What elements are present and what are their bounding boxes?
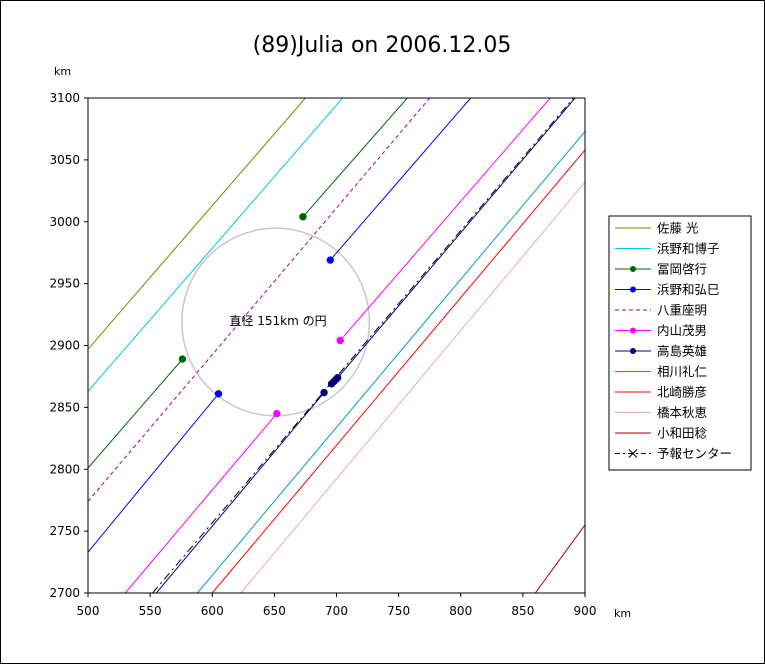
series-line-1 bbox=[88, 98, 344, 392]
legend-marker bbox=[630, 266, 636, 272]
y-tick-label: 2700 bbox=[49, 586, 80, 600]
y-tick-label: 3050 bbox=[49, 153, 80, 167]
chart-title: (89)Julia on 2006.12.05 bbox=[253, 33, 512, 58]
y-tick-label: 2800 bbox=[49, 462, 80, 476]
legend-label: 八重座明 bbox=[657, 303, 707, 318]
series-line-11 bbox=[152, 98, 575, 593]
series-point-2 bbox=[299, 213, 307, 221]
series-line-2 bbox=[302, 98, 408, 218]
series-line-4 bbox=[88, 98, 431, 502]
series-line-2 bbox=[88, 358, 183, 469]
circle-label: 直径 151km の円 bbox=[229, 314, 326, 328]
legend-marker bbox=[628, 449, 638, 458]
y-axis-unit: km bbox=[54, 65, 71, 78]
legend-label: 佐藤 光 bbox=[657, 221, 698, 236]
x-axis-unit: km bbox=[614, 607, 631, 620]
series-point-2 bbox=[178, 355, 187, 363]
x-tick-label: 800 bbox=[449, 604, 472, 618]
series-line-6 bbox=[155, 392, 325, 593]
y-tick-label: 2750 bbox=[49, 524, 80, 538]
legend-label: 内山茂男 bbox=[657, 323, 707, 338]
legend-label: 予報センター bbox=[657, 446, 732, 461]
y-tick-label: 3100 bbox=[49, 91, 80, 105]
series-line-8 bbox=[211, 149, 585, 593]
series-line-3 bbox=[88, 393, 219, 553]
x-tick-label: 600 bbox=[201, 604, 224, 618]
x-tick-label: 650 bbox=[263, 604, 286, 618]
legend-label: 浜野和弘巳 bbox=[657, 282, 720, 297]
legend-label: 橋本秋恵 bbox=[657, 405, 707, 420]
legend-label: 高島英雄 bbox=[657, 344, 707, 359]
legend-label: 相川礼仁 bbox=[657, 364, 707, 379]
y-tick-label: 2900 bbox=[49, 339, 80, 353]
legend-label: 北崎勝彦 bbox=[657, 385, 707, 400]
legend-marker bbox=[630, 286, 636, 293]
series-line-0 bbox=[88, 98, 306, 350]
series-line-5 bbox=[124, 413, 278, 593]
series-line-7 bbox=[196, 131, 585, 593]
x-tick-label: 550 bbox=[139, 604, 162, 618]
series-point-5 bbox=[336, 336, 344, 345]
series-point-3 bbox=[214, 390, 223, 398]
series-line-3 bbox=[329, 98, 472, 261]
legend-label: 小和田稔 bbox=[657, 426, 708, 441]
series-point-6 bbox=[320, 388, 328, 397]
x-tick-label: 900 bbox=[574, 604, 597, 618]
series-point-6 bbox=[334, 373, 342, 382]
series-line-9 bbox=[240, 181, 585, 593]
x-tick-label: 850 bbox=[511, 604, 534, 618]
legend-label: 浜野和博子 bbox=[657, 241, 720, 256]
legend-marker bbox=[630, 348, 636, 354]
legend-marker bbox=[630, 327, 636, 334]
y-tick-label: 2850 bbox=[49, 400, 80, 414]
series-line-5 bbox=[339, 98, 551, 341]
legend-box bbox=[608, 215, 752, 471]
series-point-5 bbox=[273, 409, 281, 418]
series-line-10 bbox=[534, 524, 585, 593]
legend-label: 冨岡啓行 bbox=[657, 262, 707, 277]
x-tick-label: 500 bbox=[77, 604, 100, 618]
x-tick-label: 750 bbox=[387, 604, 410, 618]
y-tick-label: 2950 bbox=[49, 277, 80, 291]
series-line-6 bbox=[337, 98, 576, 378]
y-tick-label: 3000 bbox=[49, 215, 80, 229]
series-point-3 bbox=[326, 256, 334, 264]
x-tick-label: 700 bbox=[325, 604, 348, 618]
